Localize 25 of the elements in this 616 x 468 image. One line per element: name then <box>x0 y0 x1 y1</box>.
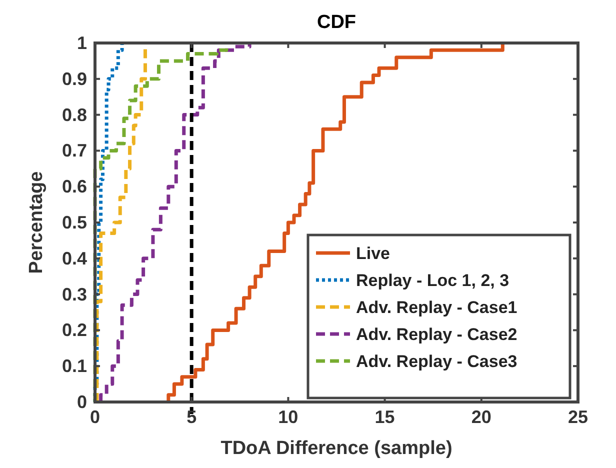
x-tick-label: 25 <box>568 407 588 427</box>
y-tick-label: 0.9 <box>62 68 87 89</box>
legend-label: Live <box>356 244 390 263</box>
x-tick-label: 10 <box>278 407 298 427</box>
x-axis-title: TDoA Difference (sample) <box>220 438 452 459</box>
x-tick-label: 0 <box>90 407 100 427</box>
y-tick-label: 0.3 <box>62 284 87 304</box>
legend-label: Adv. Replay - Case3 <box>356 352 518 371</box>
y-tick-label: 0.4 <box>62 248 87 268</box>
legend-label: Adv. Replay - Case1 <box>356 298 518 317</box>
y-tick-label: 0.8 <box>62 104 87 125</box>
x-tick-label: 15 <box>374 407 395 427</box>
legend-label: Replay - Loc 1, 2, 3 <box>356 271 510 290</box>
y-tick-label: 0.1 <box>62 356 87 376</box>
chart-title: CDF <box>316 12 356 33</box>
y-axis-title: Percentage <box>26 171 47 274</box>
y-tick-label: 0 <box>76 392 87 412</box>
y-tick-label: 0.5 <box>62 212 87 232</box>
legend-label: Adv. Replay - Case2 <box>356 325 518 344</box>
x-tick-label: 20 <box>471 407 492 427</box>
y-tick-label: 1 <box>76 33 87 53</box>
y-tick-label: 0.2 <box>62 320 87 340</box>
x-tick-label: 5 <box>186 407 197 427</box>
y-tick-label: 0.6 <box>62 176 87 197</box>
y-tick-label: 0.7 <box>62 140 87 161</box>
